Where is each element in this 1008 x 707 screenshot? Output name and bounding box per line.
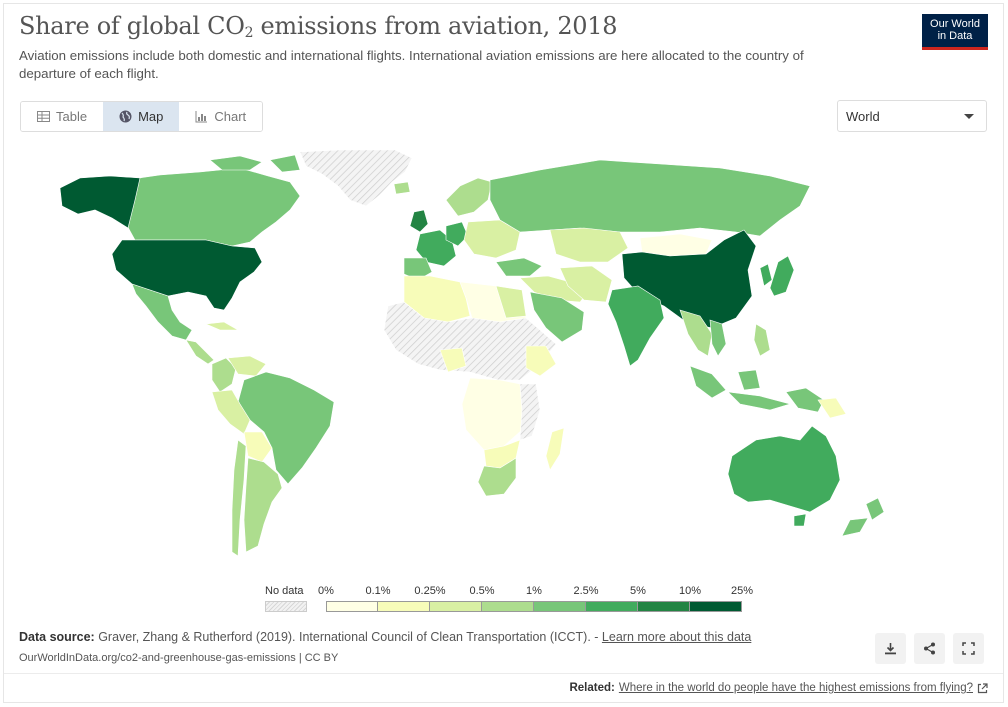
map-vietnam[interactable] — [709, 319, 727, 357]
map-korea[interactable] — [759, 263, 773, 287]
footer-divider — [4, 673, 1003, 674]
related-link-row: Related: Where in the world do people ha… — [569, 682, 988, 694]
map-philippines[interactable] — [753, 323, 771, 357]
legend-nodata-label: No data — [265, 585, 304, 597]
globe-icon — [119, 110, 132, 123]
legend-tick-label: 0.25% — [414, 585, 446, 597]
map-chile[interactable] — [231, 439, 247, 557]
map-india[interactable] — [607, 285, 665, 367]
map-tasmania[interactable] — [793, 513, 807, 527]
map-png[interactable] — [817, 397, 847, 419]
share-icon — [924, 642, 935, 655]
map-peru[interactable] — [211, 389, 251, 435]
chart-icon — [195, 111, 208, 123]
map-greenland[interactable] — [299, 149, 413, 207]
legend-tick-label: 0.5% — [469, 585, 495, 597]
legend-bin[interactable] — [430, 601, 482, 612]
legend-nodata-swatch — [265, 601, 307, 612]
map-brazil[interactable] — [237, 371, 335, 485]
map-mexico[interactable] — [131, 283, 193, 341]
map-south-africa[interactable] — [477, 457, 517, 497]
map-bolivia[interactable] — [243, 431, 273, 463]
tab-table-label: Table — [56, 109, 88, 124]
legend-tick-label: 5% — [630, 585, 646, 597]
legend-tick-label: 1% — [526, 585, 542, 597]
map-alaska[interactable] — [59, 175, 141, 229]
map-indonesia[interactable] — [689, 365, 825, 413]
map-madagascar[interactable] — [545, 427, 565, 471]
fullscreen-button[interactable] — [953, 633, 984, 664]
external-link-icon — [977, 682, 988, 693]
download-icon — [885, 643, 896, 655]
world-map — [59, 149, 885, 557]
map-nigeria[interactable] — [439, 347, 467, 373]
map-usa[interactable] — [111, 239, 263, 311]
map-russia[interactable] — [489, 159, 811, 237]
legend-tick-label: 0% — [318, 585, 334, 597]
map-japan[interactable] — [769, 255, 795, 297]
map-canada[interactable] — [123, 167, 301, 247]
subtitle: Aviation emissions include both domestic… — [19, 48, 804, 81]
legend-bin[interactable] — [378, 601, 430, 612]
map-turkey[interactable] — [495, 257, 543, 277]
map-uk[interactable] — [409, 209, 429, 233]
legend-bin[interactable] — [534, 601, 586, 612]
map-saudi-arabia[interactable] — [529, 291, 585, 343]
view-tabs: Table Map Chart — [20, 101, 264, 132]
map-germany[interactable] — [445, 221, 469, 247]
region-select-value: World — [846, 108, 880, 124]
region-select[interactable]: World — [837, 100, 987, 132]
map-colombia[interactable] — [211, 357, 237, 393]
legend-tick-label: 25% — [730, 585, 754, 597]
data-source: Data source: Graver, Zhang & Rutherford … — [19, 630, 752, 644]
legend-bin[interactable] — [638, 601, 690, 612]
map-venezuela[interactable] — [227, 355, 267, 377]
map-iceland[interactable] — [393, 181, 411, 195]
legend-tick-label: 0.1% — [365, 585, 391, 597]
map-mongolia[interactable] — [639, 233, 713, 257]
map-scandinavia[interactable] — [445, 177, 493, 217]
map-central-africa[interactable] — [461, 377, 529, 451]
map-australia[interactable] — [727, 425, 841, 513]
legend-bin[interactable] — [586, 601, 638, 612]
map-central-america[interactable] — [185, 339, 215, 365]
map-east-africa[interactable] — [519, 383, 541, 441]
action-buttons — [875, 633, 984, 664]
map-canada-islands[interactable] — [209, 154, 301, 173]
legend-bin[interactable] — [690, 601, 742, 612]
share-button[interactable] — [914, 633, 945, 664]
map-southeast-asia[interactable] — [679, 309, 713, 357]
learn-more-link[interactable]: Learn more about this data — [601, 630, 752, 644]
map-iran[interactable] — [559, 265, 613, 303]
page-title: Share of global CO2 emissions from aviat… — [19, 12, 618, 41]
tab-map[interactable]: Map — [103, 102, 180, 131]
map-ethiopia[interactable] — [525, 345, 557, 377]
download-button[interactable] — [875, 633, 906, 664]
source-url: OurWorldInData.org/co2-and-greenhouse-ga… — [19, 652, 339, 664]
map-cuba[interactable] — [204, 321, 240, 331]
chevron-down-icon — [964, 113, 974, 119]
tab-chart[interactable]: Chart — [179, 102, 263, 131]
map-argentina[interactable] — [243, 457, 283, 553]
legend-bin[interactable] — [482, 601, 534, 612]
fullscreen-icon — [962, 642, 975, 655]
related-link[interactable]: Where in the world do people have the hi… — [618, 682, 973, 694]
table-icon — [37, 111, 50, 122]
legend-tick-label: 2.5% — [573, 585, 599, 597]
map-egypt[interactable] — [495, 285, 527, 319]
tab-table[interactable]: Table — [21, 102, 104, 131]
legend-tick-label: 10% — [678, 585, 702, 597]
map-kazakhstan[interactable] — [549, 227, 629, 263]
legend-bin[interactable] — [326, 601, 378, 612]
tab-map-label: Map — [138, 109, 164, 124]
tab-chart-label: Chart — [214, 109, 247, 124]
map-new-zealand[interactable] — [841, 497, 885, 537]
map-legend: No data 0% 0.1% 0.25% 0.5% 1% 2.5% 5% 10% 25% — [258, 583, 758, 619]
owid-logo[interactable]: Our World in Data — [922, 14, 988, 50]
